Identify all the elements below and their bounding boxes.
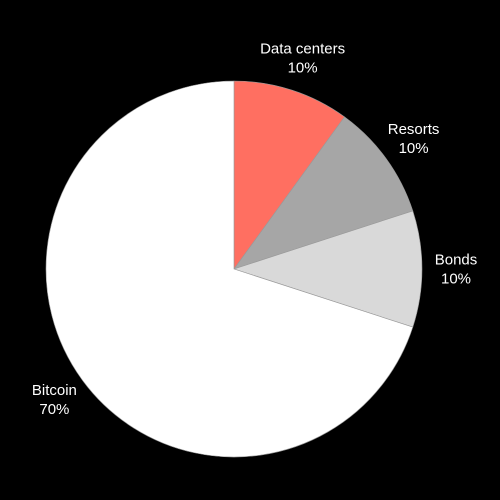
slice-label-resorts: Resorts bbox=[388, 121, 440, 138]
pie-slice-data-centers bbox=[233, 80, 345, 270]
slice-value-label-resorts: 10% bbox=[399, 140, 429, 157]
slice-value-label-bitcoin: 70% bbox=[39, 401, 69, 418]
pie-labels: Data centers 10% Resorts 10% Bonds 10% Bitcoin… bbox=[32, 40, 477, 418]
slice-label-bitcoin: Bitcoin bbox=[32, 382, 77, 399]
slice-value-label-bonds: 10% bbox=[441, 271, 471, 288]
slice-value-label-data-centers: 10% bbox=[288, 59, 318, 76]
pie-slices bbox=[45, 80, 423, 458]
slice-label-data-centers: Data centers bbox=[260, 40, 345, 57]
pie-slice-bitcoin bbox=[45, 80, 414, 458]
pie-slice-bonds bbox=[233, 210, 423, 328]
slice-label-bonds: Bonds bbox=[435, 252, 478, 269]
pie-slice-resorts bbox=[233, 116, 414, 270]
